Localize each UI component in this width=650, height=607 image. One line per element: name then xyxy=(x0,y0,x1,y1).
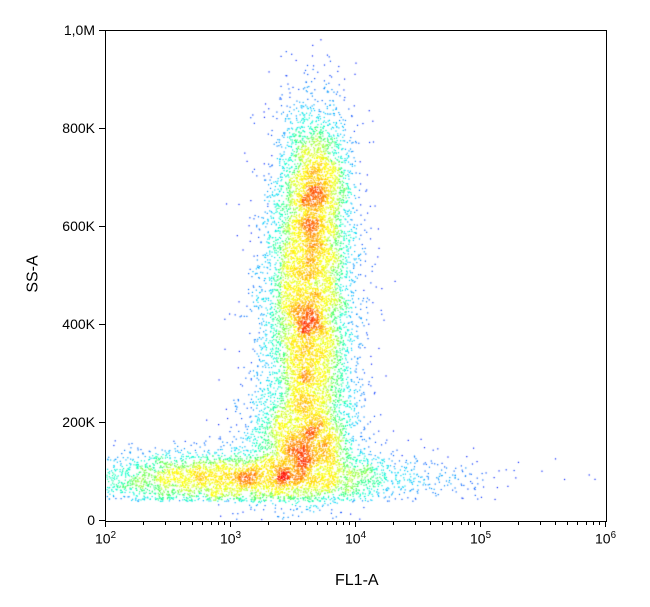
plot-area xyxy=(105,30,607,522)
x-minor-tick xyxy=(343,521,344,525)
x-minor-tick xyxy=(224,521,225,525)
x-tick-label: 103 xyxy=(220,530,241,547)
x-minor-tick xyxy=(567,521,568,525)
x-minor-tick xyxy=(349,521,350,525)
x-minor-tick xyxy=(593,521,594,525)
x-minor-tick xyxy=(327,521,328,525)
x-tick xyxy=(480,521,481,527)
scatter-canvas xyxy=(106,31,606,521)
y-tick xyxy=(99,324,105,325)
x-tick xyxy=(605,521,606,527)
x-tick-label: 104 xyxy=(345,530,366,547)
y-tick-label: 1,0M xyxy=(64,22,95,38)
x-minor-tick xyxy=(211,521,212,525)
x-tick xyxy=(105,521,106,527)
x-minor-tick xyxy=(192,521,193,525)
y-tick-label: 800K xyxy=(62,120,95,136)
x-minor-tick xyxy=(577,521,578,525)
x-minor-tick xyxy=(180,521,181,525)
x-minor-tick xyxy=(468,521,469,525)
x-minor-tick xyxy=(305,521,306,525)
x-minor-tick xyxy=(461,521,462,525)
x-minor-tick xyxy=(336,521,337,525)
y-tick xyxy=(99,128,105,129)
x-minor-tick xyxy=(555,521,556,525)
x-minor-tick xyxy=(430,521,431,525)
y-tick-label: 0 xyxy=(87,512,95,528)
x-tick-label: 102 xyxy=(95,530,116,547)
y-tick xyxy=(99,226,105,227)
y-tick-label: 200K xyxy=(62,414,95,430)
y-tick-label: 600K xyxy=(62,218,95,234)
flow-cytometry-chart: SS-A FL1-A 1,0M 800K 600K 400K 200K 0 10… xyxy=(0,0,650,607)
x-minor-tick xyxy=(317,521,318,525)
x-minor-tick xyxy=(474,521,475,525)
x-minor-tick xyxy=(202,521,203,525)
x-axis-label: FL1-A xyxy=(335,572,379,590)
x-minor-tick xyxy=(540,521,541,525)
y-tick-label: 400K xyxy=(62,316,95,332)
x-minor-tick xyxy=(518,521,519,525)
y-tick xyxy=(99,30,105,31)
x-minor-tick xyxy=(290,521,291,525)
y-axis-label: SS-A xyxy=(25,255,43,292)
x-minor-tick xyxy=(218,521,219,525)
y-tick xyxy=(99,422,105,423)
x-tick-label: 105 xyxy=(470,530,491,547)
x-minor-tick xyxy=(393,521,394,525)
x-tick xyxy=(230,521,231,527)
x-tick-label: 106 xyxy=(595,530,616,547)
x-minor-tick xyxy=(415,521,416,525)
x-minor-tick xyxy=(268,521,269,525)
x-minor-tick xyxy=(452,521,453,525)
x-minor-tick xyxy=(143,521,144,525)
x-minor-tick xyxy=(165,521,166,525)
x-minor-tick xyxy=(586,521,587,525)
x-minor-tick xyxy=(442,521,443,525)
x-tick xyxy=(355,521,356,527)
x-minor-tick xyxy=(599,521,600,525)
